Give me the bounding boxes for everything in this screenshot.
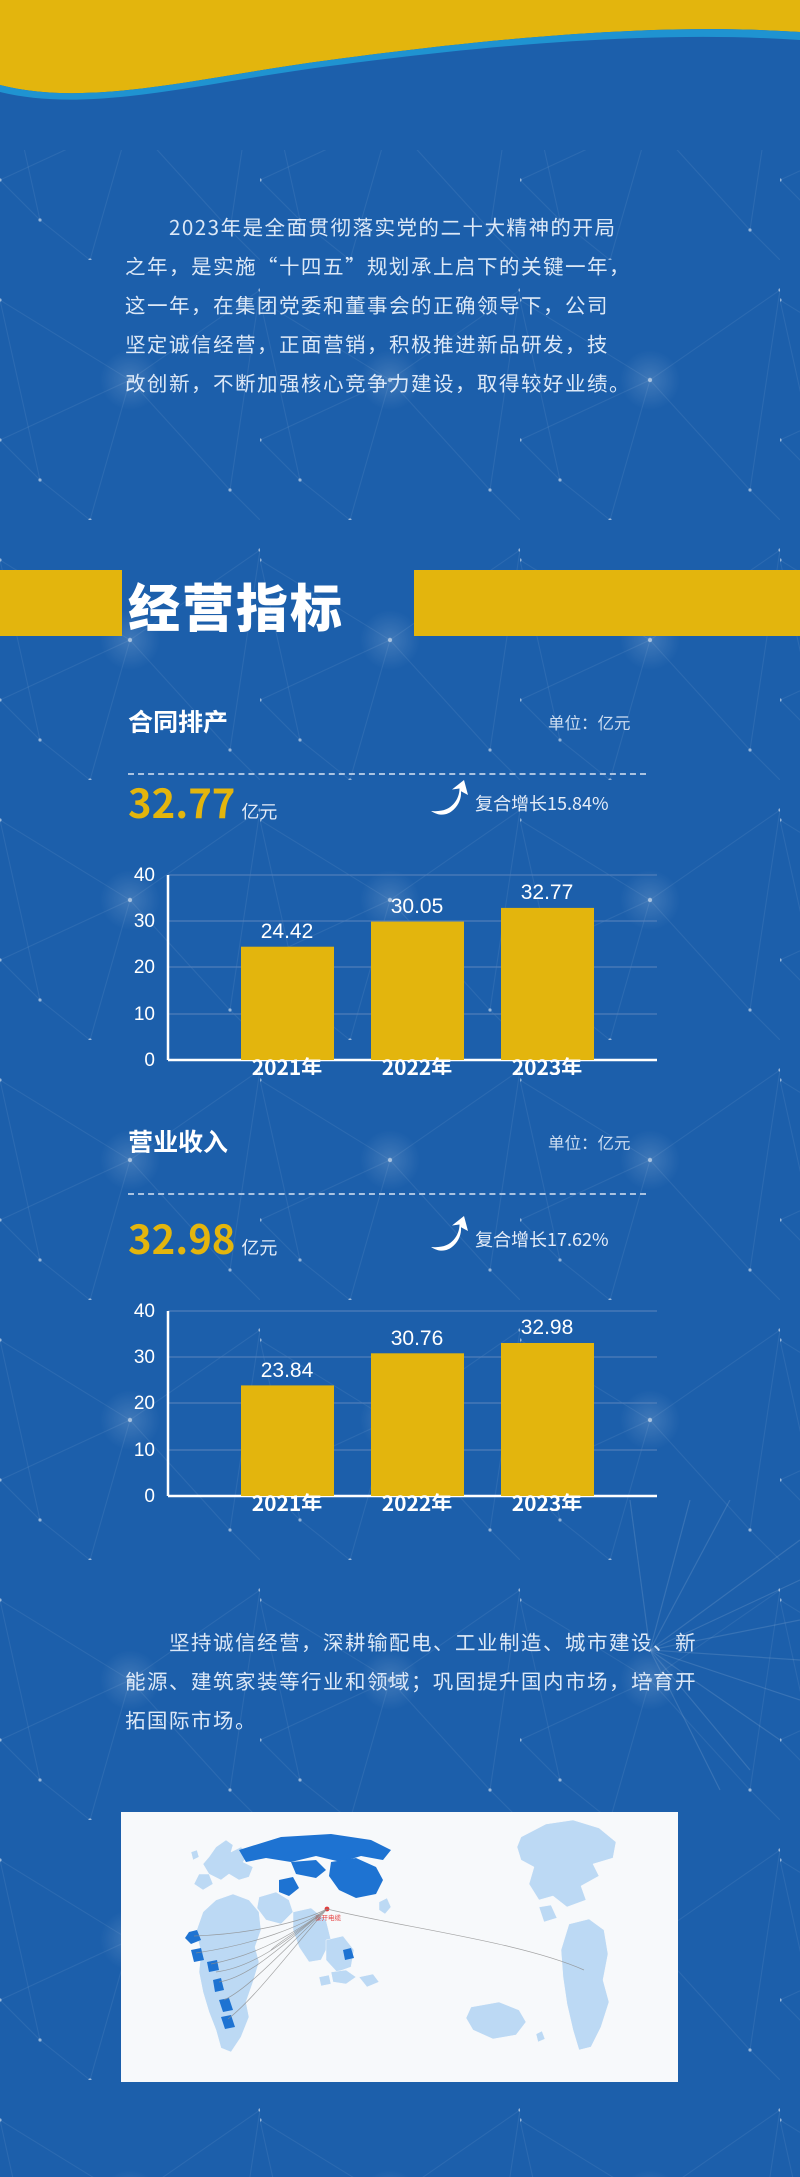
svg-text:10: 10 bbox=[134, 1004, 155, 1025]
svg-text:40: 40 bbox=[134, 865, 155, 886]
svg-text:30.05: 30.05 bbox=[391, 895, 444, 918]
svg-text:2022年: 2022年 bbox=[382, 1488, 453, 1511]
svg-text:2021年: 2021年 bbox=[252, 1052, 323, 1075]
svg-text:2022年: 2022年 bbox=[382, 1052, 453, 1075]
svg-text:24.42: 24.42 bbox=[261, 920, 314, 943]
svg-text:20: 20 bbox=[134, 1393, 155, 1414]
svg-text:20: 20 bbox=[134, 957, 155, 978]
svg-text:30: 30 bbox=[134, 911, 155, 932]
svg-text:40: 40 bbox=[134, 1301, 155, 1322]
svg-text:0: 0 bbox=[144, 1486, 155, 1507]
svg-text:2021年: 2021年 bbox=[252, 1488, 323, 1511]
svg-text:32.77: 32.77 bbox=[521, 881, 574, 904]
svg-text:30.76: 30.76 bbox=[391, 1327, 444, 1350]
svg-text:30: 30 bbox=[134, 1347, 155, 1368]
svg-text:2023年: 2023年 bbox=[512, 1052, 583, 1075]
svg-text:10: 10 bbox=[134, 1440, 155, 1461]
svg-text:23.84: 23.84 bbox=[261, 1359, 314, 1382]
svg-text:32.98: 32.98 bbox=[521, 1316, 574, 1339]
svg-text:0: 0 bbox=[144, 1050, 155, 1071]
